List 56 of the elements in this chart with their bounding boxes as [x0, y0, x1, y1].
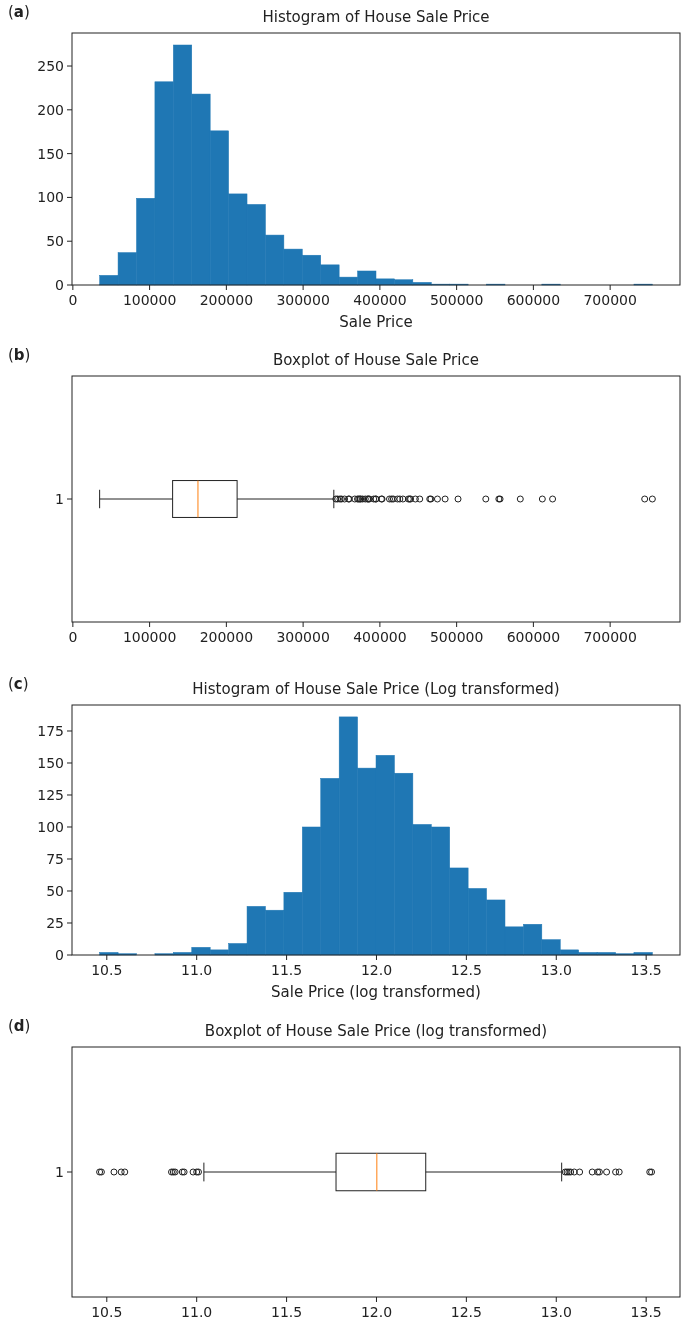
- x-tick-label: 600000: [506, 292, 561, 308]
- x-tick-label: 12.0: [360, 1304, 393, 1320]
- x-tick-label: 11.0: [181, 962, 213, 978]
- text: (b): [8, 346, 31, 364]
- x-tick-label: 700000: [583, 629, 637, 645]
- x-tick-label: 200000: [199, 292, 254, 308]
- x-tick-label: 500000: [429, 292, 484, 308]
- y-tick-label: 150: [37, 145, 64, 162]
- chart-title: Histogram of House Sale Price (Log transformed): [192, 680, 560, 698]
- y-tick-label: 0: [55, 946, 64, 963]
- y-tick-label: 100: [37, 818, 64, 835]
- x-tick-label: 500000: [429, 629, 484, 645]
- text: (c): [8, 675, 29, 693]
- y-tick-label: 150: [37, 754, 64, 771]
- x-tick-label: 13.0: [540, 962, 572, 978]
- x-tick-label: 12.5: [450, 1304, 482, 1320]
- y-tick-label: 25: [46, 914, 64, 931]
- x-tick-label: 13.5: [630, 962, 662, 978]
- x-tick-label: 12.0: [360, 962, 393, 978]
- chart-title: Boxplot of House Sale Price (log transformed): [204, 1022, 548, 1040]
- chart-title: Histogram of House Sale Price: [262, 8, 490, 26]
- y-tick-label: 0: [55, 276, 64, 293]
- x-tick-label: 10.5: [91, 1304, 123, 1320]
- text: (d): [8, 1017, 31, 1035]
- x-tick-label: 12.5: [450, 962, 482, 978]
- x-tick-label: 0: [68, 292, 78, 308]
- x-tick-label: 400000: [353, 629, 407, 645]
- y-tick-label: 50: [46, 233, 64, 250]
- x-tick-label: 11.0: [181, 1304, 213, 1320]
- y-tick-label: 50: [46, 882, 64, 899]
- x-tick-label: 600000: [506, 629, 561, 645]
- x-tick-label: 13.5: [630, 1304, 662, 1320]
- text: (a): [8, 3, 30, 21]
- x-tick-label: 400000: [353, 292, 407, 308]
- x-tick-label: 10.5: [91, 962, 123, 978]
- chart-title: Boxplot of House Sale Price: [273, 351, 479, 369]
- y-tick-label: 1: [55, 1163, 64, 1180]
- y-tick-label: 125: [37, 786, 64, 803]
- x-tick-label: 300000: [276, 292, 330, 308]
- x-tick-label: 0: [68, 629, 78, 645]
- y-tick-label: 250: [37, 57, 64, 74]
- y-tick-label: 175: [37, 722, 64, 739]
- x-tick-label: 700000: [583, 292, 637, 308]
- x-tick-label: 11.5: [270, 1304, 303, 1320]
- y-tick-label: 75: [46, 850, 64, 867]
- y-tick-label: 100: [37, 189, 64, 206]
- x-tick-label: 300000: [276, 629, 330, 645]
- x-tick-label: 11.5: [270, 962, 303, 978]
- y-tick-label: 1: [55, 490, 64, 507]
- x-tick-label: 200000: [199, 629, 254, 645]
- y-tick-label: 200: [37, 101, 64, 118]
- x-axis-title: Sale Price (log transformed): [271, 983, 481, 1001]
- x-tick-label: 13.0: [540, 1304, 572, 1320]
- x-tick-label: 100000: [122, 629, 177, 645]
- x-axis-title: Sale Price: [339, 313, 413, 331]
- x-tick-label: 100000: [122, 292, 177, 308]
